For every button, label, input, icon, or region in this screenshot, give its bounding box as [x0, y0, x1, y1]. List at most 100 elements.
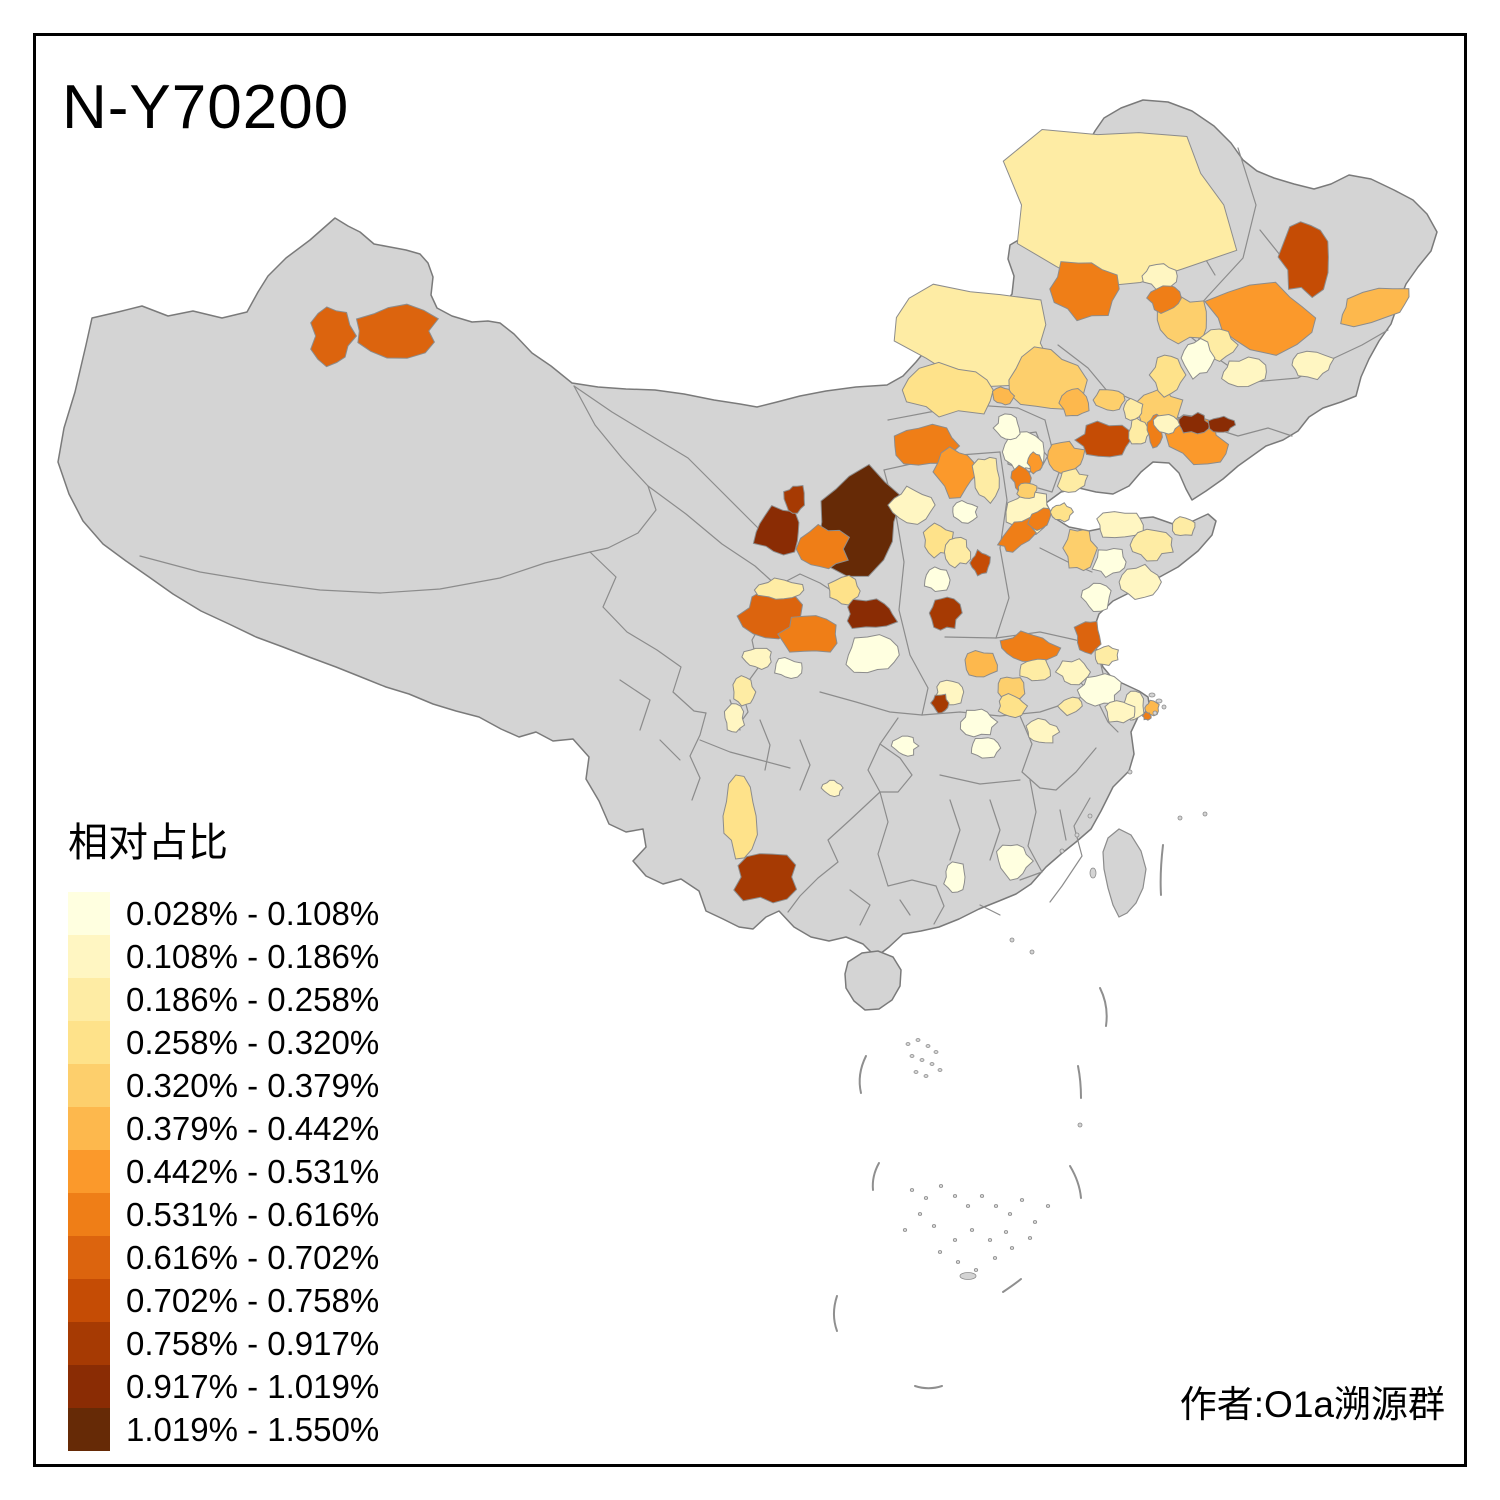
hainan-island — [844, 950, 902, 1011]
legend-row: 0.442% - 0.531% — [68, 1150, 379, 1193]
prefecture-region — [1080, 582, 1112, 613]
prefecture-region — [991, 386, 1016, 406]
prefecture-region — [970, 737, 1002, 759]
prefecture-region — [1207, 415, 1237, 433]
legend-color-swatch — [68, 1279, 110, 1322]
legend-color-swatch — [68, 1236, 110, 1279]
legend-color-swatch — [68, 1408, 110, 1451]
prefecture-region — [969, 548, 991, 577]
prefecture-region — [995, 844, 1035, 881]
legend-row: 1.019% - 1.550% — [68, 1408, 379, 1451]
prefecture-region — [1073, 620, 1102, 655]
prefecture-region — [952, 499, 979, 524]
prefecture-region — [1291, 350, 1335, 381]
legend-color-swatch — [68, 978, 110, 1021]
prefecture-region — [733, 853, 798, 904]
prefecture-region — [820, 779, 844, 798]
nine-dash-line — [833, 844, 1164, 1390]
legend-range-label: 0.320% - 0.379% — [126, 1066, 380, 1104]
prefecture-region — [1096, 511, 1144, 539]
prefecture-region — [1277, 221, 1329, 299]
prefecture-region — [992, 413, 1021, 441]
legend-range-label: 0.442% - 0.531% — [126, 1152, 380, 1190]
legend-row: 0.758% - 0.917% — [68, 1322, 379, 1365]
prefecture-region — [1340, 287, 1410, 328]
prefecture-region — [1146, 284, 1182, 314]
prefecture-region — [1129, 528, 1174, 562]
prefecture-region — [996, 516, 1037, 553]
legend-range-label: 0.028% - 0.108% — [126, 894, 380, 932]
small-islands — [902, 692, 1208, 1280]
legend-row: 0.379% - 0.442% — [68, 1107, 379, 1150]
prefecture-region — [1016, 482, 1038, 499]
legend-row: 0.702% - 0.758% — [68, 1279, 379, 1322]
legend-range-label: 1.019% - 1.550% — [126, 1410, 380, 1448]
legend-row: 0.258% - 0.320% — [68, 1021, 379, 1064]
legend-color-swatch — [68, 892, 110, 935]
prefecture-region — [1104, 700, 1136, 724]
prefecture-region — [1141, 263, 1178, 290]
prefecture-region — [932, 446, 980, 499]
legend-range-label: 0.186% - 0.258% — [126, 980, 380, 1018]
legend-rows: 0.028% - 0.108% 0.108% - 0.186% 0.186% -… — [68, 892, 379, 1451]
legend-row: 0.108% - 0.186% — [68, 935, 379, 978]
legend-row: 0.917% - 1.019% — [68, 1365, 379, 1408]
prefecture-region — [827, 574, 861, 606]
prefecture-region — [943, 861, 966, 894]
prefecture-region — [1058, 387, 1090, 417]
prefecture-region — [1148, 354, 1187, 398]
prefecture-region — [753, 577, 805, 600]
legend-row: 0.320% - 0.379% — [68, 1064, 379, 1107]
prefecture-region — [310, 306, 358, 368]
data-regions — [310, 128, 1410, 904]
prefecture-region — [1092, 389, 1126, 412]
prefecture-region — [1074, 420, 1132, 458]
prefecture-region — [887, 485, 936, 525]
legend-color-swatch — [68, 1107, 110, 1150]
legend-range-label: 0.702% - 0.758% — [126, 1281, 380, 1319]
prefecture-region — [1056, 468, 1089, 493]
legend-color-swatch — [68, 1322, 110, 1365]
prefecture-region — [1091, 547, 1127, 579]
prefecture-region — [1094, 645, 1119, 667]
legend-row: 0.616% - 0.702% — [68, 1236, 379, 1279]
prefecture-region — [1026, 451, 1044, 475]
prefecture-region — [1118, 563, 1162, 601]
prefecture-region — [928, 596, 963, 631]
prefecture-region — [722, 774, 758, 860]
prefecture-region — [777, 615, 838, 653]
legend-color-swatch — [68, 1365, 110, 1408]
legend-range-label: 0.108% - 0.186% — [126, 937, 380, 975]
prefecture-region — [943, 536, 972, 569]
prefecture-region — [1203, 281, 1317, 356]
prefecture-region — [1019, 658, 1052, 682]
prefecture-region — [1027, 507, 1052, 531]
prefecture-region — [774, 656, 803, 680]
prefecture-region — [1128, 417, 1151, 445]
legend-color-swatch — [68, 1150, 110, 1193]
prefecture-region — [1152, 413, 1181, 435]
prefecture-region — [1054, 658, 1092, 686]
legend-range-label: 0.758% - 0.917% — [126, 1324, 380, 1362]
prefecture-region — [783, 484, 806, 514]
prefecture-region — [971, 456, 1000, 505]
prefecture-region — [355, 303, 440, 359]
prefecture-region — [1171, 516, 1196, 537]
legend-row: 0.028% - 0.108% — [68, 892, 379, 935]
prefecture-region — [890, 735, 920, 757]
prefecture-region — [959, 708, 999, 738]
taiwan-island — [1102, 828, 1147, 918]
prefecture-region — [795, 523, 851, 570]
prefecture-region — [1221, 356, 1267, 388]
prefecture-region — [1049, 502, 1075, 523]
legend-range-label: 0.531% - 0.616% — [126, 1195, 380, 1233]
prefecture-region — [964, 649, 998, 678]
prefecture-region — [1180, 337, 1216, 380]
prefecture-region — [901, 361, 994, 418]
chart-title: N-Y70200 — [62, 73, 350, 142]
prefecture-region — [1049, 261, 1120, 322]
prefecture-region — [846, 598, 899, 630]
prefecture-region — [1056, 696, 1083, 717]
legend-title: 相对占比 — [68, 821, 228, 865]
